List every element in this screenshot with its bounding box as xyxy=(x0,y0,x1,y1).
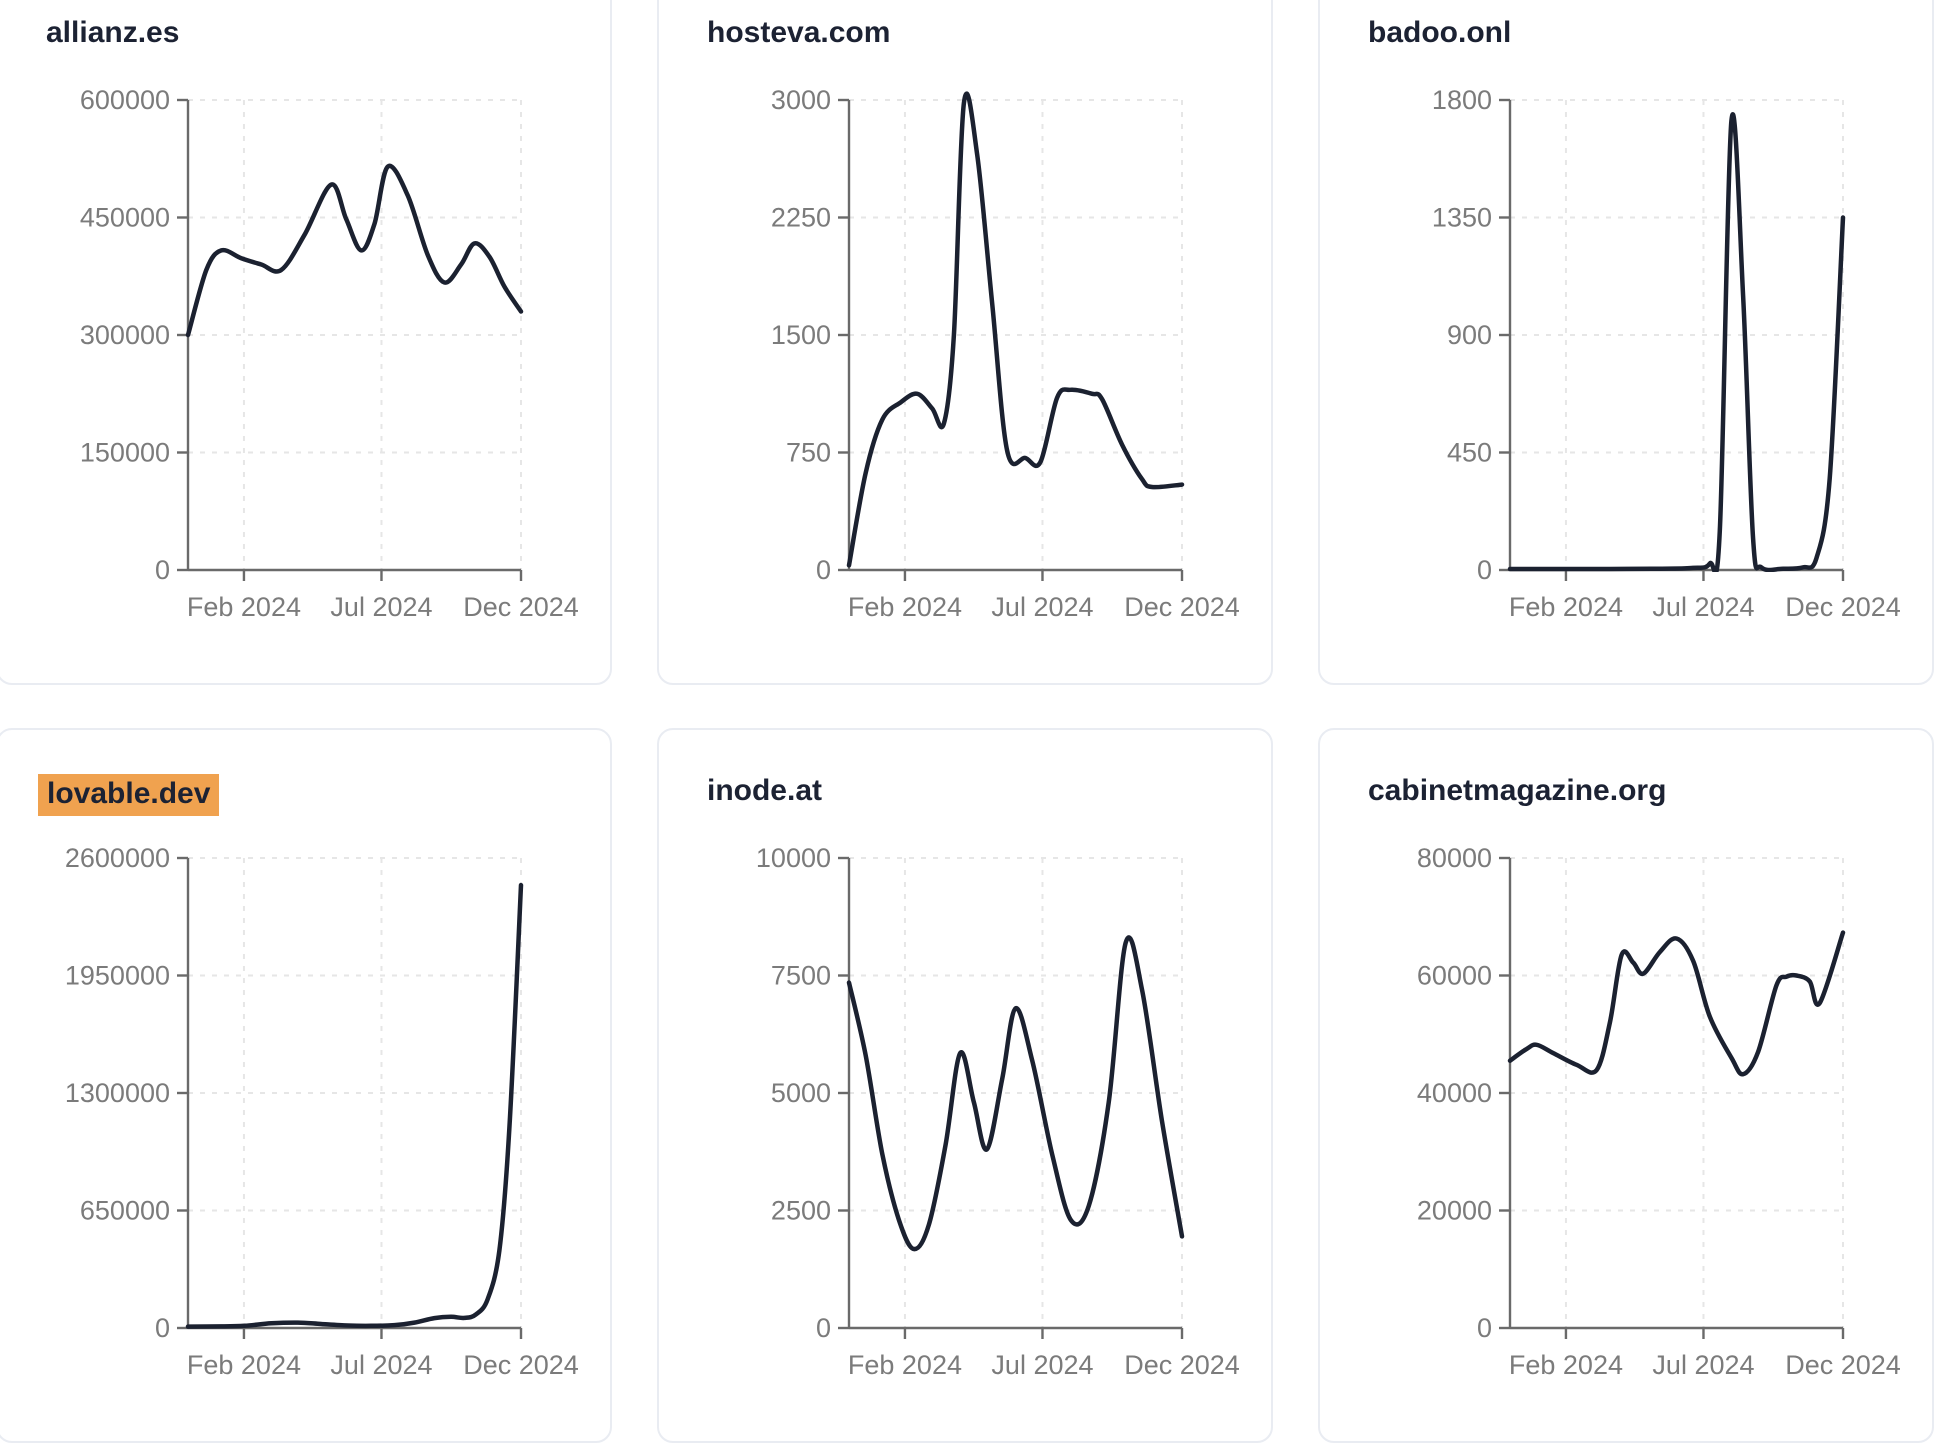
chart-card-lovable-dev[interactable]: lovable.dev 0 650000 1300000 1950000 2600000… xyxy=(0,728,612,1443)
y-axis-tick-label: 1500 xyxy=(771,320,831,350)
chart-card-inode-at[interactable]: inode.at 0 2500 5000 7500 10000 Feb 2024 Jul 2… xyxy=(657,728,1273,1443)
x-axis-tick-label: Dec 2024 xyxy=(1124,1350,1240,1380)
chart-title: cabinetmagazine.org xyxy=(1368,774,1667,807)
y-axis-tick-label: 5000 xyxy=(771,1078,831,1108)
y-axis-tick-label: 1800 xyxy=(1432,85,1492,115)
y-axis-tick-label: 450000 xyxy=(80,203,170,233)
y-axis-tick-label: 450 xyxy=(1447,438,1492,468)
x-axis-tick-label: Feb 2024 xyxy=(187,1350,301,1380)
y-axis-tick-label: 300000 xyxy=(80,320,170,350)
chart-title: allianz.es xyxy=(46,16,180,49)
chart-card-hosteva-com[interactable]: hosteva.com 0 750 1500 2250 3000 Feb 2024 Jul … xyxy=(657,0,1273,685)
x-axis-tick-label: Jul 2024 xyxy=(1652,592,1754,622)
y-axis-tick-label: 20000 xyxy=(1417,1196,1492,1226)
x-axis-tick-label: Feb 2024 xyxy=(848,1350,962,1380)
y-axis-tick-label: 2250 xyxy=(771,203,831,233)
y-axis-tick-label: 1950000 xyxy=(65,961,170,991)
x-axis-tick-label: Dec 2024 xyxy=(463,592,579,622)
y-axis-tick-label: 1300000 xyxy=(65,1078,170,1108)
y-axis-tick-label: 60000 xyxy=(1417,961,1492,991)
x-axis-tick-label: Feb 2024 xyxy=(1509,592,1623,622)
trend-line xyxy=(1507,930,1846,1077)
x-axis-tick-label: Dec 2024 xyxy=(1124,592,1240,622)
y-axis-tick-label: 0 xyxy=(155,1313,170,1343)
y-axis-tick-label: 2600000 xyxy=(65,843,170,873)
x-axis-tick-label: Feb 2024 xyxy=(187,592,301,622)
x-axis-tick-label: Jul 2024 xyxy=(330,592,432,622)
line-chart: 0 750 1500 2250 3000 Feb 2024 Jul 2024 Dec 2024 xyxy=(771,85,1240,622)
chart-card-badoo-onl[interactable]: badoo.onl 0 450 900 1350 1800 Feb 2024 Jul 202… xyxy=(1318,0,1934,685)
x-axis-tick-label: Jul 2024 xyxy=(991,1350,1093,1380)
x-axis-tick-label: Dec 2024 xyxy=(463,1350,579,1380)
y-axis-tick-label: 0 xyxy=(816,555,831,585)
trend-line xyxy=(846,91,1185,568)
y-axis-tick-label: 0 xyxy=(1477,1313,1492,1343)
y-axis-tick-label: 150000 xyxy=(80,438,170,468)
y-axis-tick-label: 0 xyxy=(1477,555,1492,585)
y-axis-tick-label: 650000 xyxy=(80,1196,170,1226)
x-axis-tick-label: Jul 2024 xyxy=(330,1350,432,1380)
chart-card-allianz-es[interactable]: allianz.es 0 150000 300000 450000 600000 Feb … xyxy=(0,0,612,685)
x-axis-tick-label: Dec 2024 xyxy=(1785,592,1901,622)
y-axis-tick-label: 40000 xyxy=(1417,1078,1492,1108)
x-axis-tick-label: Feb 2024 xyxy=(1509,1350,1623,1380)
x-axis-tick-label: Jul 2024 xyxy=(991,592,1093,622)
line-chart: 0 650000 1300000 1950000 2600000 Feb 2024 Jul … xyxy=(65,843,579,1380)
line-chart: 0 2500 5000 7500 10000 Feb 2024 Jul 2024 Dec 20… xyxy=(756,843,1240,1380)
y-axis-tick-label: 1350 xyxy=(1432,203,1492,233)
y-axis-tick-label: 3000 xyxy=(771,85,831,115)
trend-line xyxy=(846,935,1185,1252)
x-axis-tick-label: Feb 2024 xyxy=(848,592,962,622)
trend-line xyxy=(185,163,524,338)
chart-title: badoo.onl xyxy=(1368,16,1512,49)
y-axis-tick-label: 80000 xyxy=(1417,843,1492,873)
y-axis-tick-label: 600000 xyxy=(80,85,170,115)
trend-line xyxy=(1507,112,1846,572)
trend-line xyxy=(185,882,524,1329)
y-axis-tick-label: 0 xyxy=(816,1313,831,1343)
y-axis-tick-label: 10000 xyxy=(756,843,831,873)
line-chart: 0 150000 300000 450000 600000 Feb 2024 Jul 202… xyxy=(80,85,579,622)
chart-title: hosteva.com xyxy=(707,16,891,49)
y-axis-tick-label: 2500 xyxy=(771,1196,831,1226)
chart-card-cabinetmagazine-org[interactable]: cabinetmagazine.org 0 20000 40000 60000 8000… xyxy=(1318,728,1934,1443)
y-axis-tick-label: 750 xyxy=(786,438,831,468)
chart-title-highlighted: lovable.dev xyxy=(38,774,220,816)
y-axis-tick-label: 7500 xyxy=(771,961,831,991)
x-axis-tick-label: Dec 2024 xyxy=(1785,1350,1901,1380)
line-chart: 0 20000 40000 60000 80000 Feb 2024 Jul 2024 Dec… xyxy=(1417,843,1901,1380)
x-axis-tick-label: Jul 2024 xyxy=(1652,1350,1754,1380)
y-axis-tick-label: 0 xyxy=(155,555,170,585)
line-chart: 0 450 900 1350 1800 Feb 2024 Jul 2024 Dec 2024 xyxy=(1432,85,1901,622)
chart-title: inode.at xyxy=(707,774,823,807)
y-axis-tick-label: 900 xyxy=(1447,320,1492,350)
